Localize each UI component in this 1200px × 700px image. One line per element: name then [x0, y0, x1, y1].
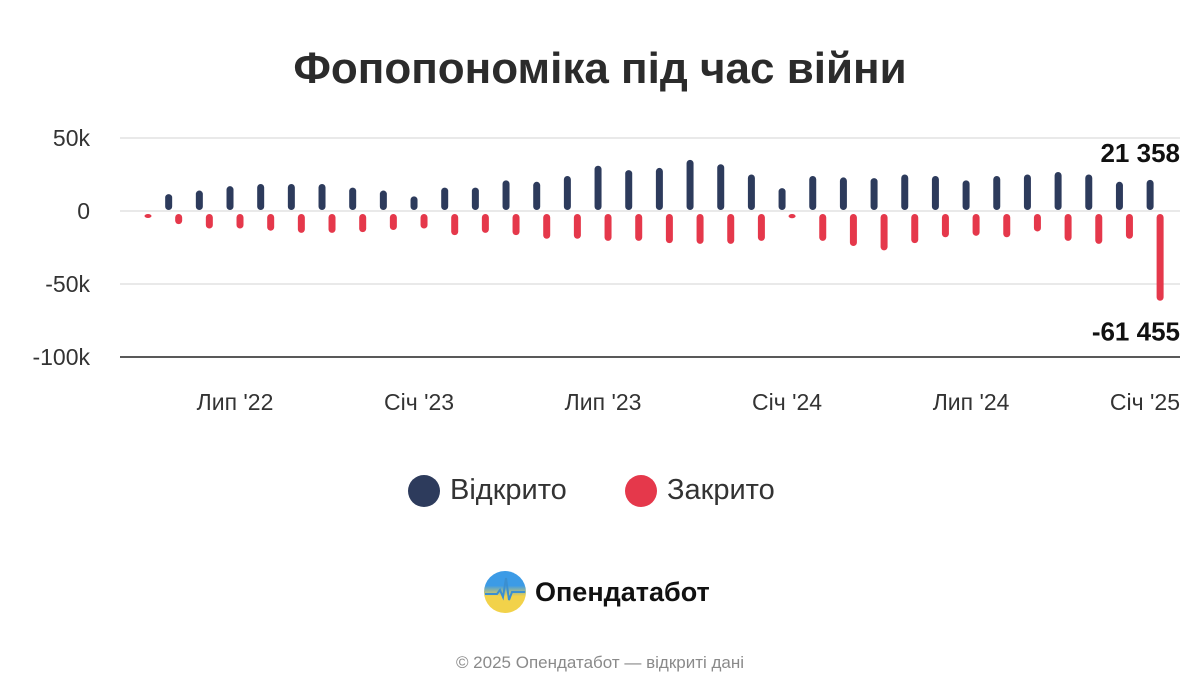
- bar-closed: [849, 214, 857, 247]
- y-tick-label: 0: [77, 198, 90, 224]
- footer-copyright: © 2025 Опендатабот — відкриті дані: [455, 653, 745, 672]
- bar-closed: [604, 214, 612, 241]
- legend-label: Відкрито: [450, 474, 567, 506]
- bar-opened: [778, 188, 786, 210]
- bar-opened: [1054, 172, 1062, 210]
- x-tick-label: Лип '22: [197, 389, 274, 415]
- bar-opened: [533, 181, 541, 210]
- legend-label: Закрито: [667, 474, 775, 506]
- bar-closed: [727, 214, 735, 244]
- bar-closed: [1125, 214, 1133, 239]
- bar-chart: 50k 0 -50k -100k Лип '22 Січ '23 Лип '23 Січ '2…: [32, 125, 1180, 415]
- bar-opened: [655, 167, 663, 210]
- x-tick-label: Січ '25: [1110, 389, 1180, 415]
- brand-name: Опендатабот: [535, 576, 710, 607]
- bar-closed: [359, 214, 367, 233]
- bar-opened: [870, 178, 878, 210]
- legend-dot-icon: [625, 474, 657, 507]
- bar-closed: [665, 214, 673, 244]
- bar-opened: [471, 187, 479, 210]
- bar-opened: [686, 159, 694, 210]
- bar-opened: [226, 186, 234, 210]
- bar-closed: [1033, 214, 1041, 232]
- bar-closed: [512, 214, 520, 236]
- bar-closed: [573, 214, 581, 239]
- x-tick-label: Лип '24: [933, 389, 1010, 415]
- bar-opened: [441, 187, 449, 210]
- bar-opened: [931, 175, 939, 210]
- bar-opened: [717, 164, 725, 210]
- bar-closed: [1064, 214, 1072, 241]
- bar-opened: [901, 174, 909, 210]
- bar-closed: [1095, 214, 1103, 244]
- bar-closed: [788, 214, 796, 219]
- bar-closed: [941, 214, 949, 238]
- bar-opened: [962, 180, 970, 210]
- legend-item-opened[interactable]: Відкрито: [408, 474, 567, 507]
- bar-closed: [481, 214, 489, 233]
- bar-opened: [1146, 179, 1154, 210]
- y-tick-label: -50k: [45, 271, 90, 297]
- bar-closed: [972, 214, 980, 236]
- y-tick-label: 50k: [53, 125, 91, 151]
- bar-opened: [379, 190, 387, 210]
- y-tick-label: -100k: [32, 344, 90, 370]
- bar-closed: [205, 214, 213, 229]
- bar-closed: [1003, 214, 1011, 238]
- bar-closed: [911, 214, 919, 244]
- x-tick-label: Лип '23: [565, 389, 642, 415]
- bar-opened: [410, 196, 418, 210]
- bar-closed: [635, 214, 643, 241]
- bar-closed: [297, 214, 305, 233]
- bar-opened: [318, 183, 326, 210]
- bar-opened: [349, 187, 357, 210]
- bar-opened: [563, 175, 571, 210]
- bar-closed: [819, 214, 827, 241]
- bar-opened: [287, 183, 295, 210]
- bar-closed: [267, 214, 275, 231]
- opendatabot-logo-icon: [484, 571, 526, 613]
- data-label: -61 455: [1092, 317, 1180, 347]
- legend-dot-icon: [408, 474, 440, 507]
- x-tick-label: Січ '24: [752, 389, 822, 415]
- bar-opened: [747, 174, 755, 210]
- chart-title: Фопопономіка під час війни: [293, 44, 907, 93]
- bar-closed: [880, 214, 888, 251]
- bar-opened: [1085, 174, 1093, 210]
- bar-opened: [993, 175, 1001, 210]
- bar-opened: [1023, 174, 1031, 210]
- bar-opened: [257, 183, 265, 210]
- bar-opened: [594, 165, 602, 210]
- bar-opened: [165, 194, 173, 210]
- bar-opened: [809, 175, 817, 210]
- bar-closed: [175, 214, 183, 225]
- bar-closed: [328, 214, 336, 233]
- bar-opened: [502, 180, 510, 210]
- bar-closed: [236, 214, 244, 229]
- data-label: 21 358: [1100, 138, 1180, 168]
- bar-opened: [195, 190, 203, 210]
- bar-closed: [451, 214, 459, 236]
- bar-closed: [757, 214, 765, 241]
- bar-closed: [1156, 214, 1164, 301]
- bar-closed: [543, 214, 551, 239]
- bar-opened: [625, 170, 633, 210]
- bar-closed: [696, 214, 704, 244]
- bar-closed: [389, 214, 397, 230]
- legend-item-closed[interactable]: Закрито: [625, 474, 775, 507]
- x-tick-label: Січ '23: [384, 389, 454, 415]
- bar-closed: [144, 214, 152, 218]
- bar-opened: [1115, 181, 1123, 210]
- brand-logo: Опендатабот: [483, 570, 710, 614]
- bar-opened: [839, 177, 847, 210]
- bar-closed: [420, 214, 428, 229]
